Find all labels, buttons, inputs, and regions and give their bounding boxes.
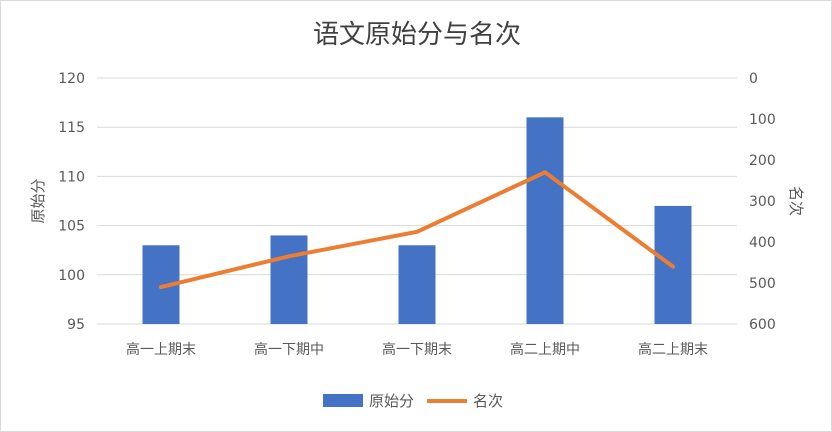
right-tick-label: 400 [749,235,776,251]
x-tick-label: 高一下期末 [382,341,452,358]
left-tick-label: 95 [67,317,85,333]
bar-series [142,117,692,324]
left-tick-label: 115 [58,120,85,136]
line-series [159,170,675,290]
right-tick-label: 200 [749,153,776,169]
x-tick-label: 高一下期中 [254,341,324,358]
bar [526,117,564,324]
chart-title: 语文原始分与名次 [313,20,521,50]
legend-bar-swatch [323,394,363,407]
left-tick-label: 105 [58,219,85,235]
left-axis-label: 原始分 [29,178,47,223]
left-axis-ticks: 95 100 105 110 115 120 [58,71,85,333]
x-tick-label: 高二上期中 [510,341,580,358]
legend-line-label: 名次 [473,392,503,410]
bar [398,245,436,324]
right-tick-label: 500 [749,276,776,292]
legend: 原始分 名次 [323,392,503,410]
x-axis-ticks: 高一上期末 高一下期中 高一下期末 高二上期中 高二上期末 [126,341,708,358]
right-axis-label: 名次 [787,186,805,216]
x-tick-label: 高一上期末 [126,341,196,358]
right-tick-label: 100 [749,112,776,128]
legend-bar-label: 原始分 [369,392,414,410]
left-tick-label: 120 [58,71,85,87]
left-tick-label: 100 [58,268,85,284]
right-tick-label: 0 [749,71,758,87]
right-axis-ticks: 0 100 200 300 400 500 600 [749,71,776,333]
left-tick-label: 110 [58,169,85,185]
right-tick-label: 300 [749,194,776,210]
bar [270,235,308,324]
right-tick-label: 600 [749,317,776,333]
x-tick-label: 高二上期末 [638,341,708,358]
